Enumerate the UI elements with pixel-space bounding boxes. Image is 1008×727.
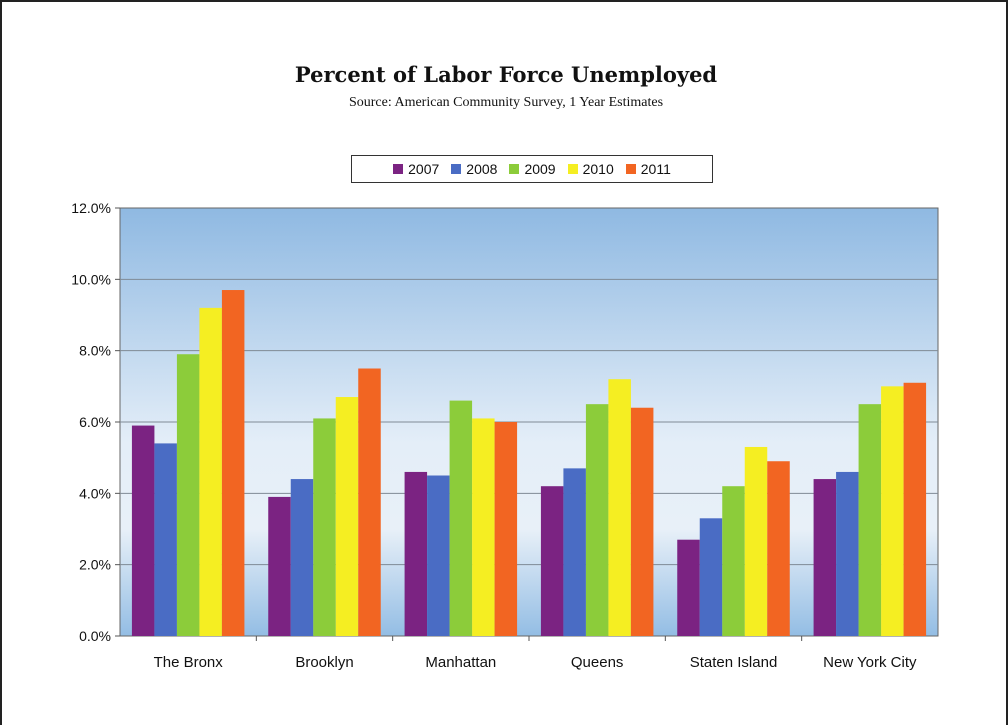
bar-2010 [744,446,768,636]
chart-title: Percent of Labor Force Unemployed [294,62,718,87]
y-tick-label: 2.0% [79,557,111,573]
x-tick-label: Manhattan [425,654,496,671]
legend-item-2009: 2009 [509,161,556,177]
y-tick-label: 12.0% [71,200,111,216]
legend-swatch [509,164,520,174]
bar-2011 [221,290,245,636]
legend-label: 2008 [466,161,498,177]
legend-item-2010: 2010 [567,161,614,177]
legend-swatch [393,164,404,174]
x-tick-label: Brooklyn [295,654,353,671]
bar-2008 [699,518,723,636]
chart-legend: 2007 2008 2009 2010 2011 [351,155,713,183]
legend-item-2011: 2011 [625,161,671,177]
bar-2011 [494,422,518,636]
legend-swatch [625,164,636,174]
y-tick-label: 10.0% [71,271,111,287]
bar-2010 [199,307,222,636]
bar-2007 [131,425,155,636]
bar-2007 [813,479,837,636]
bar-2011 [358,368,381,636]
bar-2008 [563,468,586,636]
chart-subtitle: Source: American Community Survey, 1 Yea… [348,95,664,110]
y-tick-label: 8.0% [79,343,111,359]
bar-2011 [903,382,927,636]
legend-label: 2009 [524,161,556,177]
bar-2007 [404,471,428,636]
bar-2010 [608,379,631,636]
bar-2010 [335,397,359,636]
x-tick-label: The Bronx [154,654,224,671]
x-tick-label: New York City [823,654,917,671]
bar-2008 [427,475,450,636]
bar-2011 [767,461,790,636]
legend-swatch [567,164,578,174]
bar-2009 [722,486,745,636]
y-tick-label: 0.0% [79,628,111,644]
x-tick-label: Staten Island [690,654,778,671]
legend-item-2007: 2007 [393,161,439,177]
legend-label: 2010 [582,161,614,177]
bar-2008 [290,479,314,636]
bar-2007 [268,496,291,636]
bar-2009 [313,418,336,636]
bar-2008 [836,471,859,636]
bar-2010 [472,418,495,636]
bar-2009 [449,400,473,636]
legend-label: 2007 [408,161,440,177]
legend-swatch [451,164,462,174]
bar-2009 [585,404,609,636]
bar-2008 [154,443,177,636]
x-tick-label: Queens [571,654,624,671]
bar-2009 [176,354,200,636]
y-tick-label: 6.0% [79,414,111,430]
bar-2009 [858,404,882,636]
bar-2010 [881,386,904,636]
bar-2007 [540,486,564,636]
legend-label: 2011 [640,161,671,177]
y-tick-label: 4.0% [79,485,111,501]
legend-item-2008: 2008 [451,161,497,177]
bar-2007 [677,539,700,636]
bar-2011 [630,407,654,636]
